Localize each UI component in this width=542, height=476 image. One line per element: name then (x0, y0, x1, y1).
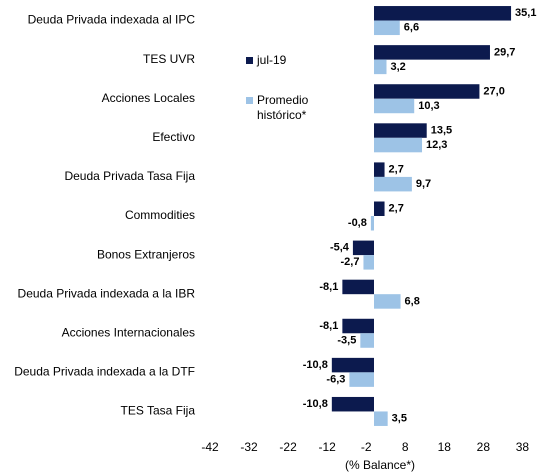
x-tick-label: -42 (201, 440, 219, 454)
bar (374, 84, 480, 99)
category-label: Acciones Internacionales (62, 325, 195, 339)
value-label: -2,7 (340, 256, 359, 268)
legend-label: jul-19 (257, 53, 287, 67)
x-tick-label: 18 (438, 440, 452, 454)
value-label: 2,7 (389, 164, 404, 176)
bar (363, 255, 374, 270)
category-label: Deuda Privada indexada a la IBR (18, 286, 196, 300)
x-tick-label: 28 (477, 440, 491, 454)
value-label: 35,1 (515, 7, 536, 19)
value-label: -3,5 (337, 334, 356, 346)
value-label: -10,8 (303, 398, 328, 410)
bar (374, 98, 415, 114)
category-label: Commodities (125, 208, 195, 222)
bar (374, 162, 385, 177)
bar (331, 396, 374, 412)
bar (374, 294, 401, 309)
value-label: 9,7 (416, 178, 431, 190)
bar (374, 45, 490, 60)
value-label: 29,7 (494, 46, 515, 58)
bar (374, 123, 427, 138)
category-label: Efectivo (152, 130, 195, 144)
value-label: 27,0 (483, 85, 504, 97)
x-tick-label: 8 (402, 440, 409, 454)
value-label: -8,1 (319, 281, 338, 293)
bar (374, 176, 412, 192)
value-label: 10,3 (418, 100, 439, 112)
bar (360, 333, 374, 348)
category-label: Bonos Extranjeros (97, 247, 195, 261)
category-label: Deuda Privada indexada al IPC (28, 13, 196, 27)
value-label: 2,7 (389, 203, 404, 215)
value-label: 3,2 (390, 61, 405, 73)
bar (342, 279, 374, 295)
bar (374, 137, 423, 153)
bar (342, 318, 374, 334)
value-label: -6,3 (326, 374, 345, 386)
bar (352, 240, 374, 256)
category-label: Deuda Privada indexada a la DTF (14, 365, 195, 379)
x-tick-label: -12 (318, 440, 336, 454)
bar (374, 201, 385, 216)
legend-swatch (246, 57, 253, 64)
bar (374, 59, 387, 75)
bar (370, 216, 374, 231)
bar (349, 372, 374, 387)
x-tick-label: -32 (240, 440, 258, 454)
legend-label: Promedio histórico* (257, 93, 309, 122)
bar (374, 411, 388, 426)
value-label: 6,8 (405, 295, 420, 307)
value-label: 6,6 (404, 22, 419, 34)
category-label: Deuda Privada Tasa Fija (64, 169, 195, 183)
x-tick-label: -2 (361, 440, 372, 454)
category-label: TES UVR (143, 52, 195, 66)
bar (374, 20, 400, 36)
value-label: -8,1 (319, 320, 338, 332)
value-label: 3,5 (392, 413, 407, 425)
value-label: 12,3 (426, 139, 447, 151)
bar (331, 357, 374, 373)
category-label: TES Tasa Fija (121, 404, 196, 418)
value-label: -0,8 (348, 217, 367, 229)
value-label: -10,8 (303, 359, 328, 371)
x-tick-label: 38 (516, 440, 530, 454)
x-axis-label: (% Balance*) (345, 458, 415, 472)
category-label: Acciones Locales (102, 91, 195, 105)
value-label: -5,4 (330, 242, 350, 254)
legend-swatch (246, 97, 253, 104)
bar (374, 6, 512, 21)
legend-item: Promedio histórico* (246, 93, 326, 123)
legend-item: jul-19 (246, 53, 286, 68)
value-label: 13,5 (431, 124, 452, 136)
x-tick-label: -22 (279, 440, 297, 454)
